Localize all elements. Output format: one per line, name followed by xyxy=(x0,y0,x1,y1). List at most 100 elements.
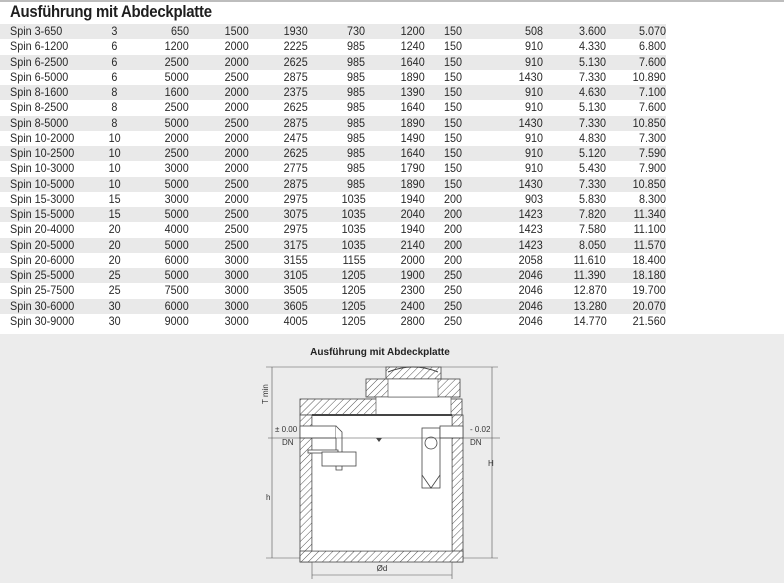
value-cell: 2046 xyxy=(480,268,543,284)
cell-text: 3105 xyxy=(283,268,308,283)
cell-text: Spin 10-2000 xyxy=(10,130,75,145)
table-row: Spin 8-5000 8 5000 2500 2875 985 1890 150 1430 7.… xyxy=(0,115,666,131)
table-row: Spin 25-7500 25 7500 3000 3505 1205 2300 250 204… xyxy=(0,283,666,298)
value-cell: 1035 xyxy=(307,207,366,223)
value-cell: 2625 xyxy=(248,146,308,162)
cell-text: 1155 xyxy=(342,252,366,267)
value-cell: 2058 xyxy=(480,253,543,268)
cell-text: 5.830 xyxy=(579,191,607,206)
value-cell: 30 xyxy=(99,298,130,314)
value-cell: 2000 xyxy=(189,161,248,176)
value-cell: 1035 xyxy=(307,237,366,253)
value-cell: 2375 xyxy=(248,85,308,101)
table-row: Spin 10-2000 10 2000 2000 2475 985 1490 150 910 4… xyxy=(0,131,666,146)
value-cell: 3105 xyxy=(248,268,308,284)
value-cell: 1390 xyxy=(365,85,425,101)
inlet-dn: DN xyxy=(282,438,294,447)
model-cell: Spin 10-2000 xyxy=(0,131,100,146)
value-cell: 7.330 xyxy=(543,70,606,85)
diameter-label: Ød xyxy=(377,564,388,573)
model-cell: Spin 10-2500 xyxy=(0,146,100,162)
cell-text: 9000 xyxy=(164,313,189,328)
cell-text: 5000 xyxy=(164,176,189,191)
cell-text: 2500 xyxy=(164,100,189,115)
value-cell: 10 xyxy=(99,176,130,192)
value-cell: 5.130 xyxy=(543,100,606,115)
value-cell: 11.100 xyxy=(606,222,666,237)
value-cell: 7.100 xyxy=(606,85,666,101)
value-cell: 985 xyxy=(307,146,366,162)
value-cell: 18.400 xyxy=(606,253,666,268)
cell-text: 2975 xyxy=(283,191,308,206)
cell-text: 1390 xyxy=(400,85,425,100)
cell-text: 1430 xyxy=(518,115,543,130)
value-cell: 1640 xyxy=(365,100,425,115)
cell-text: 20.070 xyxy=(632,298,666,313)
value-cell: 200 xyxy=(424,237,481,253)
value-cell: 985 xyxy=(308,161,365,176)
cell-text: 5.430 xyxy=(579,161,607,176)
value-cell: 1600 xyxy=(129,85,189,101)
cell-text: 3000 xyxy=(224,252,249,267)
cell-text: 2040 xyxy=(400,207,425,222)
value-cell: 1890 xyxy=(365,176,425,192)
cell-text: Spin 8-1600 xyxy=(10,85,69,100)
cell-text: 650 xyxy=(170,24,189,39)
value-cell: 4000 xyxy=(129,222,189,237)
cell-text: 910 xyxy=(524,161,543,176)
cell-text: 150 xyxy=(443,176,462,191)
cell-text: Spin 8-5000 xyxy=(10,115,69,130)
cell-text: 1205 xyxy=(341,283,366,298)
cell-text: Spin 10-5000 xyxy=(10,176,75,191)
value-cell: 3 xyxy=(99,24,130,40)
cell-text: 1900 xyxy=(400,268,425,283)
bottom-slab xyxy=(299,550,464,563)
cell-text: Spin 6-1200 xyxy=(10,39,69,54)
value-cell: 15 xyxy=(100,192,130,207)
value-cell: 2625 xyxy=(248,100,308,115)
cell-text: 730 xyxy=(347,24,366,39)
cell-text: 3505 xyxy=(283,283,308,298)
value-cell: 1490 xyxy=(365,131,425,146)
value-cell: 985 xyxy=(307,85,366,101)
value-cell: 6 xyxy=(100,70,130,85)
cell-text: 1205 xyxy=(341,298,366,313)
cell-text: 20 xyxy=(108,222,121,237)
cell-text: Spin 20-4000 xyxy=(10,222,75,237)
cell-text: Spin 30-6000 xyxy=(10,298,75,313)
cell-text: 18.180 xyxy=(632,268,666,283)
spec-table: Spin 3-650 3 650 1500 1930 730 1200 150 508 3.600… xyxy=(0,24,666,329)
cell-text: 6 xyxy=(111,39,118,54)
cell-text: 2500 xyxy=(164,54,189,69)
model-cell: Spin 30-9000 xyxy=(0,314,100,329)
value-cell: 5000 xyxy=(129,268,189,284)
cell-text: 25 xyxy=(108,268,121,283)
cell-text: 3075 xyxy=(283,207,308,222)
model-cell: Spin 6-5000 xyxy=(0,70,100,85)
value-cell: 4.330 xyxy=(543,39,606,54)
cell-text: 1940 xyxy=(400,222,425,237)
value-cell: 3.600 xyxy=(542,24,607,40)
cell-text: 985 xyxy=(347,176,366,191)
cell-text: 1423 xyxy=(518,222,543,237)
cell-text: 2875 xyxy=(283,115,308,130)
value-cell: 21.560 xyxy=(606,314,666,329)
cell-text: 8 xyxy=(111,115,118,130)
cell-text: 10.850 xyxy=(632,176,666,191)
cell-text: 985 xyxy=(347,54,366,69)
value-cell: 2500 xyxy=(189,222,248,237)
value-cell: 5000 xyxy=(129,176,189,192)
cell-text: 10.890 xyxy=(632,69,666,84)
cell-text: 1640 xyxy=(400,146,425,161)
cell-text: 5.120 xyxy=(579,146,607,161)
model-cell: Spin 20-4000 xyxy=(0,222,100,237)
cell-text: 1500 xyxy=(224,24,249,39)
value-cell: 7.330 xyxy=(542,115,607,131)
model-cell: Spin 8-2500 xyxy=(0,100,100,115)
model-cell: Spin 8-1600 xyxy=(0,85,100,101)
cell-text: 7.600 xyxy=(638,100,666,115)
value-cell: 1900 xyxy=(365,268,425,284)
cell-text: 12.870 xyxy=(573,283,607,298)
value-cell: 20.070 xyxy=(606,298,666,314)
